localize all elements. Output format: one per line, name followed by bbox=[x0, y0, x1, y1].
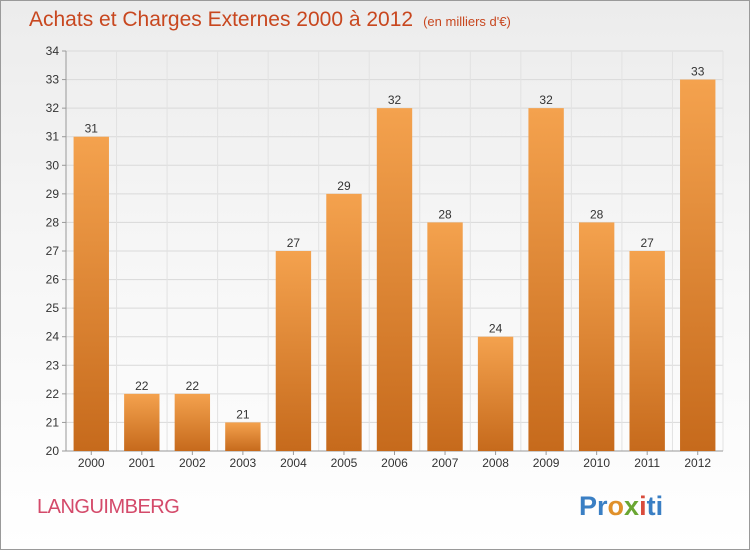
x-tick-label: 2003 bbox=[230, 456, 257, 470]
x-tick-label: 2001 bbox=[128, 456, 155, 470]
y-tick-label: 20 bbox=[46, 444, 60, 458]
y-tick-label: 32 bbox=[46, 101, 60, 115]
data-label: 32 bbox=[388, 93, 402, 107]
x-tick-label: 2012 bbox=[684, 456, 711, 470]
chart-title: Achats et Charges Externes 2000 à 2012 (e… bbox=[29, 8, 511, 32]
data-label: 22 bbox=[135, 379, 149, 393]
data-label: 28 bbox=[438, 207, 452, 221]
data-label: 28 bbox=[590, 207, 604, 221]
logo-part: o bbox=[607, 491, 625, 521]
bar bbox=[225, 422, 261, 451]
bar bbox=[427, 222, 463, 451]
y-tick-label: 21 bbox=[46, 415, 60, 429]
y-tick-label: 30 bbox=[46, 158, 60, 172]
x-tick-label: 2010 bbox=[583, 456, 610, 470]
x-tick-label: 2000 bbox=[78, 456, 105, 470]
bar bbox=[326, 193, 362, 451]
y-tick-label: 33 bbox=[46, 73, 60, 87]
y-tick-label: 26 bbox=[46, 273, 60, 287]
data-labels: 31 22 22 21 27 29 32 28 24 32 28 27 33 bbox=[85, 65, 705, 422]
proxiti-logo: Proxiti bbox=[579, 491, 663, 522]
logo-part: ti bbox=[646, 491, 664, 521]
x-tick-label: 2011 bbox=[634, 456, 660, 470]
bar bbox=[124, 393, 160, 451]
x-tick-label: 2007 bbox=[432, 456, 459, 470]
bar bbox=[477, 336, 514, 451]
y-tick-label: 34 bbox=[46, 44, 60, 58]
bars bbox=[73, 79, 716, 452]
data-label: 27 bbox=[641, 236, 655, 250]
y-tick-label: 24 bbox=[46, 330, 60, 344]
y-tick-label: 29 bbox=[46, 187, 60, 201]
bar bbox=[629, 251, 665, 451]
data-label: 29 bbox=[337, 179, 351, 193]
data-label: 21 bbox=[236, 407, 250, 421]
data-label: 32 bbox=[539, 93, 553, 107]
y-tick-label: 23 bbox=[46, 358, 60, 372]
y-tick-label: 27 bbox=[46, 244, 60, 258]
y-tick-label: 28 bbox=[46, 215, 60, 229]
commune-name: LANGUIMBERG bbox=[37, 496, 180, 518]
logo-part: Pr bbox=[579, 491, 608, 521]
data-label: 22 bbox=[186, 379, 200, 393]
x-tick-label: 2002 bbox=[179, 456, 206, 470]
y-tick-label: 25 bbox=[46, 301, 60, 315]
x-tick-label: 2004 bbox=[280, 456, 307, 470]
chart-title-text: Achats et Charges Externes 2000 à 2012 bbox=[29, 8, 414, 31]
chart-unit: (en milliers d'€) bbox=[423, 14, 511, 29]
x-tick-label: 2006 bbox=[381, 456, 408, 470]
y-tick-label: 22 bbox=[46, 387, 60, 401]
logo-part: i bbox=[639, 491, 647, 521]
x-tick-label: 2008 bbox=[482, 456, 509, 470]
data-label: 27 bbox=[287, 236, 301, 250]
y-tick-label: 31 bbox=[46, 130, 60, 144]
x-tick-label: 2009 bbox=[533, 456, 560, 470]
bar bbox=[73, 136, 109, 451]
data-label: 31 bbox=[85, 122, 99, 136]
bar bbox=[376, 108, 413, 452]
data-label: 24 bbox=[489, 322, 503, 336]
logo-part: x bbox=[624, 491, 640, 521]
x-tick-label: 2005 bbox=[331, 456, 358, 470]
bar bbox=[275, 251, 312, 451]
bar bbox=[578, 222, 615, 451]
bar bbox=[528, 108, 564, 452]
data-label: 33 bbox=[691, 65, 705, 79]
bar bbox=[174, 393, 211, 451]
bar bbox=[680, 79, 716, 452]
